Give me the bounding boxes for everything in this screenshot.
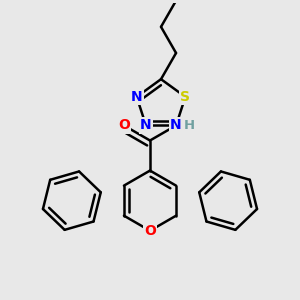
Text: N: N [170, 118, 182, 133]
Text: N: N [140, 118, 152, 133]
Text: H: H [184, 119, 195, 132]
Text: N: N [131, 90, 142, 104]
Text: S: S [180, 90, 190, 104]
Text: O: O [144, 224, 156, 238]
Text: O: O [118, 118, 130, 133]
